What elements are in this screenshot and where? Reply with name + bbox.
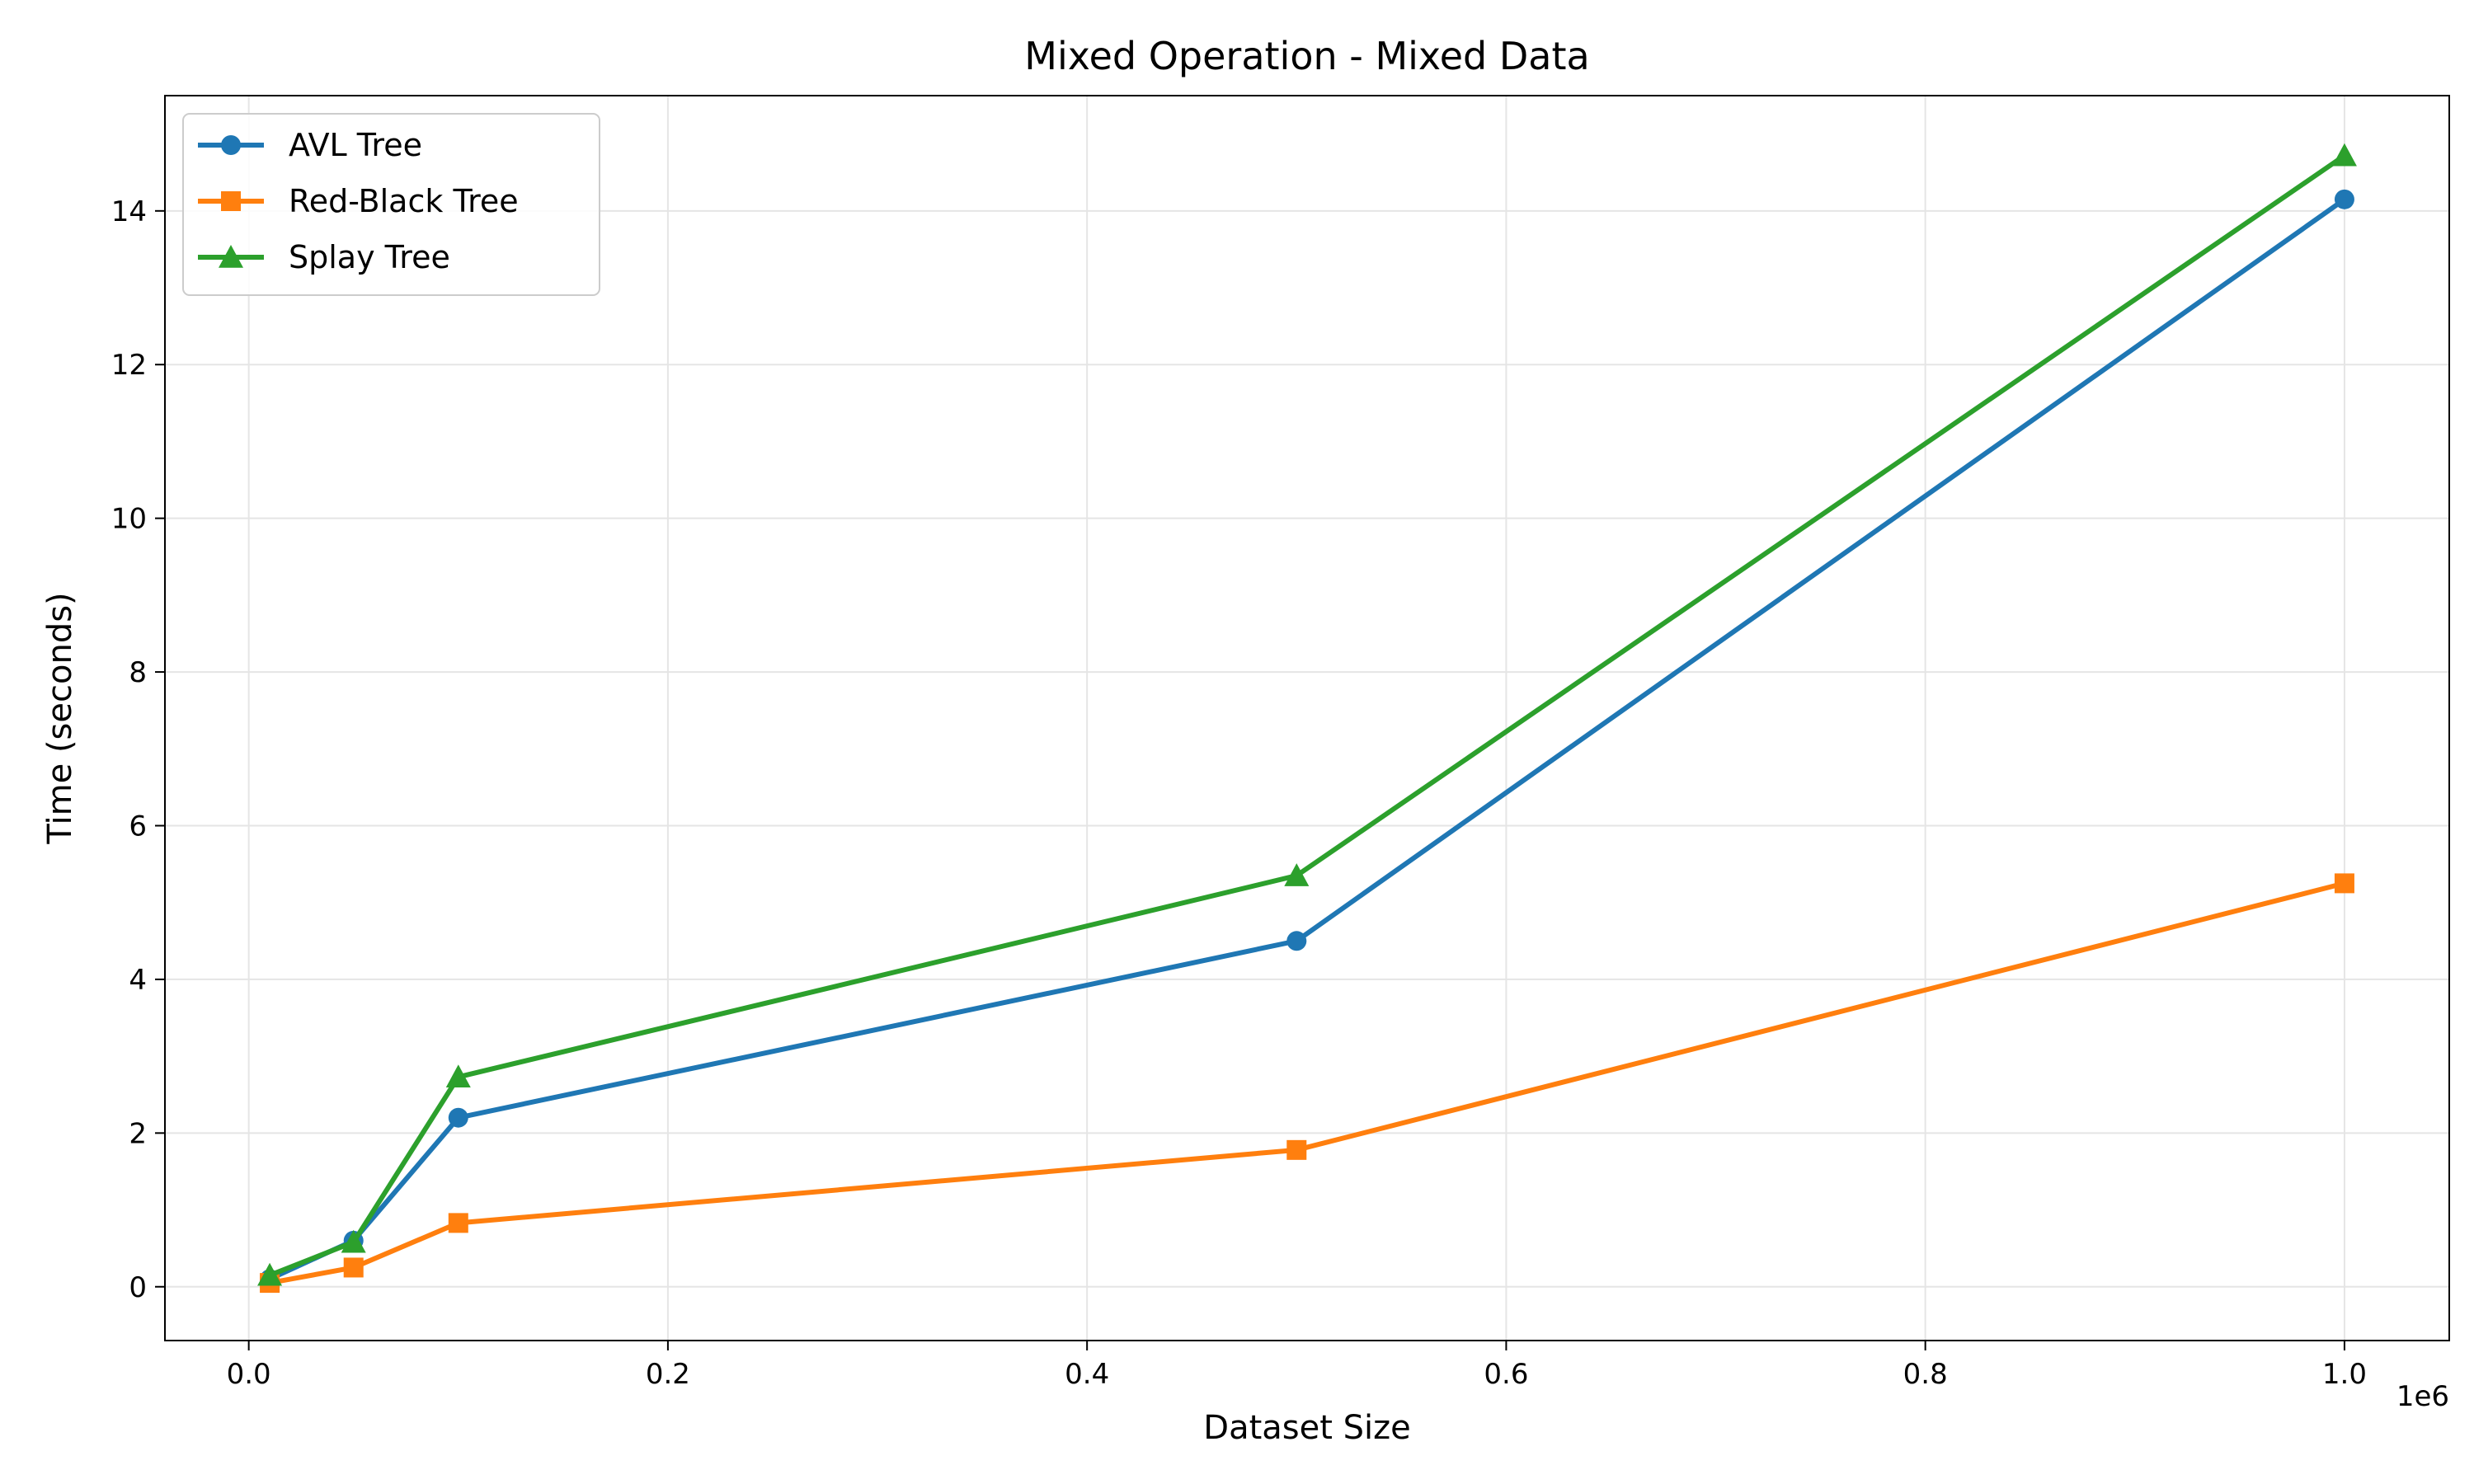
- legend-item: Red-Black Tree: [198, 183, 519, 219]
- data-point: [1284, 863, 1310, 886]
- x-axis-label: Dataset Size: [1203, 1409, 1410, 1447]
- data-point: [341, 1229, 366, 1253]
- data-point: [343, 1257, 364, 1278]
- grid: [165, 96, 2449, 1341]
- legend-item: Splay Tree: [198, 239, 450, 275]
- series-group: [257, 143, 2357, 1294]
- legend-marker: [221, 191, 241, 211]
- x-tick-label: 0.6: [1484, 1358, 1528, 1391]
- legend-marker: [219, 245, 243, 268]
- data-point: [448, 1107, 468, 1128]
- data-point: [2331, 143, 2357, 167]
- legend-label: AVL Tree: [289, 127, 422, 163]
- y-tick-label: 0: [129, 1271, 147, 1304]
- data-point: [445, 1064, 471, 1088]
- legend-box: [182, 113, 600, 296]
- legend-label: Red-Black Tree: [289, 183, 519, 219]
- x-axis-offset-label: 1e6: [2396, 1380, 2449, 1413]
- x-tick-label: 1.0: [2322, 1358, 2367, 1391]
- data-point: [257, 1262, 283, 1286]
- data-point: [448, 1213, 468, 1233]
- data-point: [1286, 931, 1307, 951]
- x-tick-label: 0.2: [646, 1358, 690, 1391]
- y-tick-label: 10: [111, 503, 147, 536]
- axis-ticks: 0.0 0.2 0.4 0.6 0.8 1.0 0 2 4 6 8 10 12 14: [111, 195, 2367, 1391]
- data-point: [2334, 873, 2354, 894]
- legend-label: Splay Tree: [289, 239, 450, 275]
- y-tick-label: 4: [129, 964, 147, 997]
- chart-title: Mixed Operation - Mixed Data: [1024, 34, 1589, 78]
- y-tick-label: 14: [111, 195, 147, 228]
- data-point: [2334, 189, 2354, 209]
- y-axis-label: Time (seconds): [41, 592, 79, 844]
- legend-marker: [221, 135, 241, 155]
- y-tick-label: 6: [129, 810, 147, 843]
- series-splay-tree: [257, 143, 2357, 1286]
- x-tick-label: 0.0: [227, 1358, 271, 1391]
- data-point: [1286, 1139, 1307, 1160]
- x-tick-label: 0.8: [1903, 1358, 1948, 1391]
- y-tick-label: 12: [111, 349, 147, 382]
- legend-item: AVL Tree: [198, 127, 422, 163]
- y-tick-label: 8: [129, 656, 147, 689]
- y-tick-label: 2: [129, 1117, 147, 1150]
- plot-frame: [164, 95, 2450, 1341]
- legend: AVL Tree Red-Black Tree Splay Tree: [182, 113, 600, 296]
- x-tick-label: 0.4: [1065, 1358, 1109, 1391]
